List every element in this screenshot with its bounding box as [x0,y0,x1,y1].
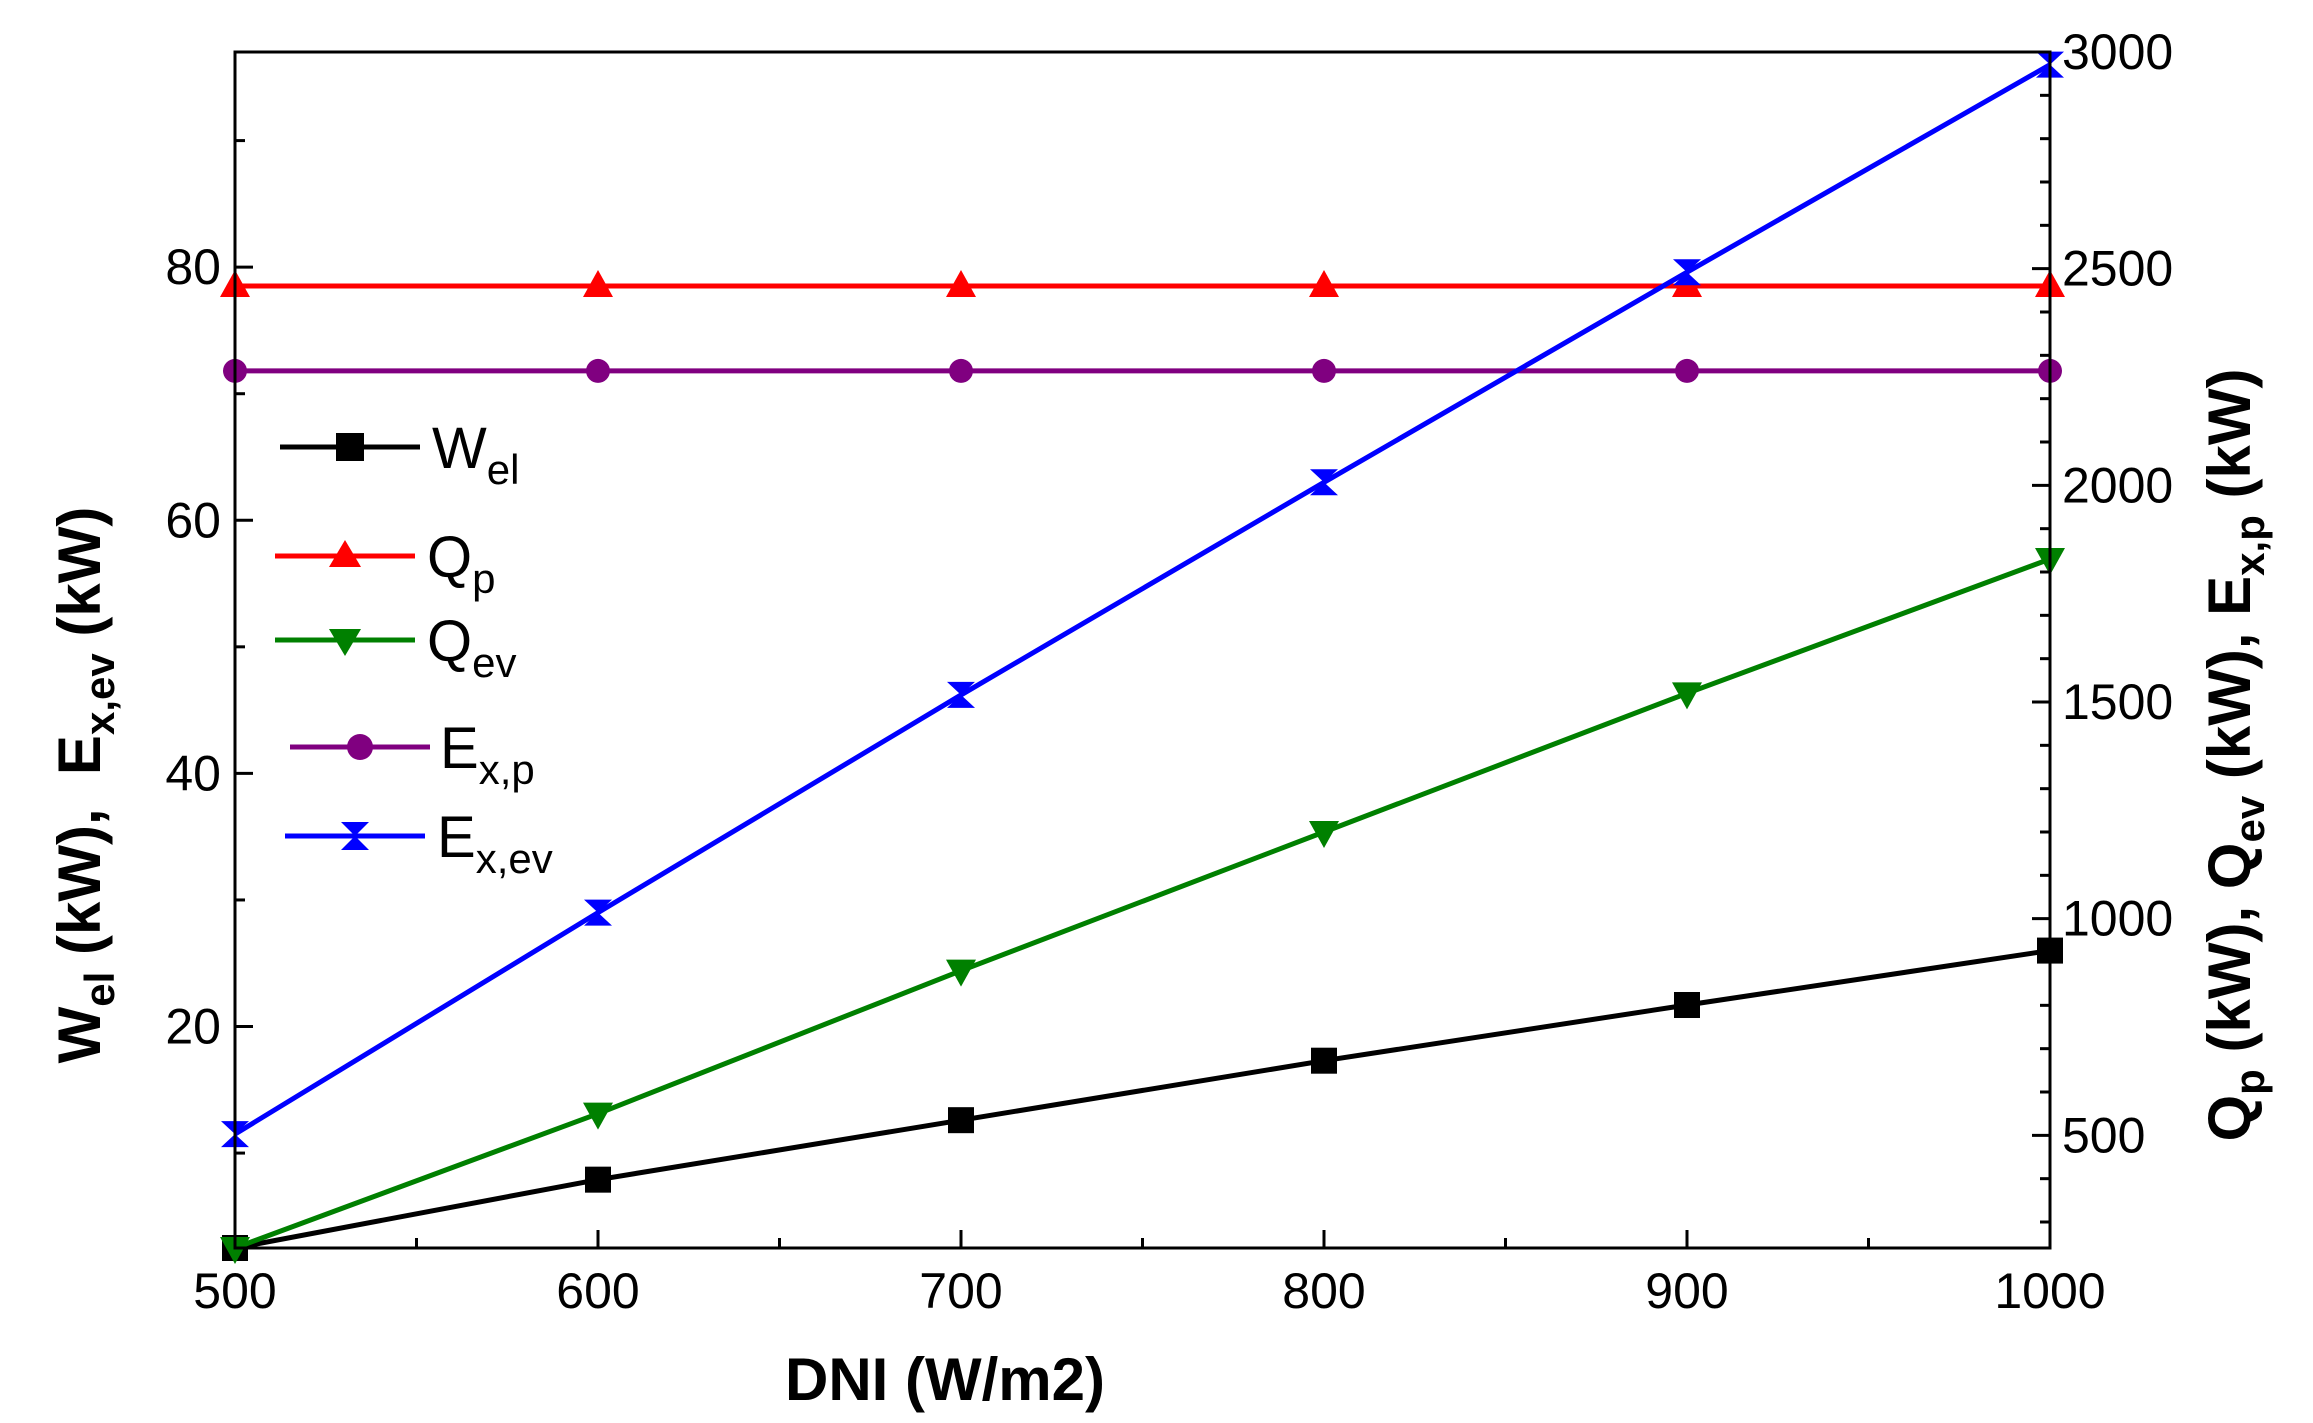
data-point-exp [949,358,973,383]
legend-item-exp: Ex,p [290,716,535,793]
x-axis-title: DNI (W/m2) [785,1346,1105,1413]
data-point-wel [1674,992,1700,1019]
right-tick-label: 1500 [2062,674,2173,730]
legend-label-exev: Ex,ev [437,805,553,882]
legend: Wel Qp Qev Ex,p Ex,ev [275,416,553,882]
tick-labels-layer: 500 600 700 800 900 1000 20 40 60 80 500 1000 1500 20… [165,24,2173,1319]
legend-item-exev: Ex,ev [285,805,553,882]
legend-label-qp: Qp [427,525,495,602]
data-point-qp [1309,270,1339,297]
data-point-exp [1675,358,1699,383]
series-layer [220,51,2065,1264]
legend-label-qev: Qev [427,609,516,686]
x-tick-label: 700 [919,1263,1002,1319]
data-point-exev [2036,51,2064,78]
left-tick-label: 20 [165,999,221,1055]
series-line-exev [233,62,2052,1137]
right-tick-label: 1000 [2062,891,2173,947]
right-tick-label: 2500 [2062,241,2173,297]
legend-label-exp: Ex,p [440,716,535,793]
data-point-qev [946,959,976,987]
legend-label-wel: Wel [432,416,519,493]
legend-marker-wel [336,433,364,461]
data-point-qev [1672,682,1702,710]
data-point-exev [1310,469,1338,496]
data-point-exev [947,681,975,708]
left-tick-label: 80 [165,239,221,295]
right-tick-label: 3000 [2062,24,2173,80]
legend-item-wel: Wel [280,416,519,493]
x-tick-label: 600 [556,1263,639,1319]
legend-marker-exev [341,822,369,850]
series-line-qev [234,556,2051,1251]
x-tick-label: 1000 [1994,1263,2105,1319]
legend-marker-exp [347,734,373,760]
data-point-wel [585,1166,611,1193]
right-axis-title: Qp (kW), Qev (kW), Ex,p (kW) [2196,368,2273,1141]
left-tick-label: 60 [165,492,221,548]
data-point-wel [1311,1047,1337,1074]
data-point-exev [221,1121,249,1148]
series-line-wel [234,948,2051,1251]
data-point-exev [584,899,612,926]
data-point-qev [220,1237,250,1264]
left-tick-label: 40 [165,745,221,801]
left-axis-title: Wel (kW), Ex,ev (kW) [46,507,123,1064]
legend-marker-qev [329,629,361,656]
x-tick-label: 500 [193,1263,276,1319]
data-point-exev [1673,259,1701,286]
data-point-exp [1312,358,1336,383]
data-point-qp [946,270,976,297]
data-point-qev [1309,821,1339,848]
right-tick-label: 2000 [2062,457,2173,513]
legend-item-qp: Qp [275,525,495,602]
data-point-wel [948,1107,974,1134]
ticks-layer [233,50,2052,1248]
legend-item-qev: Qev [275,609,516,686]
data-point-qev [583,1102,613,1130]
data-point-exp [586,358,610,383]
x-tick-label: 800 [1282,1263,1365,1319]
legend-marker-qp [329,540,361,567]
right-tick-label: 500 [2062,1107,2145,1163]
x-tick-label: 900 [1645,1263,1728,1319]
data-point-qp [583,270,613,297]
